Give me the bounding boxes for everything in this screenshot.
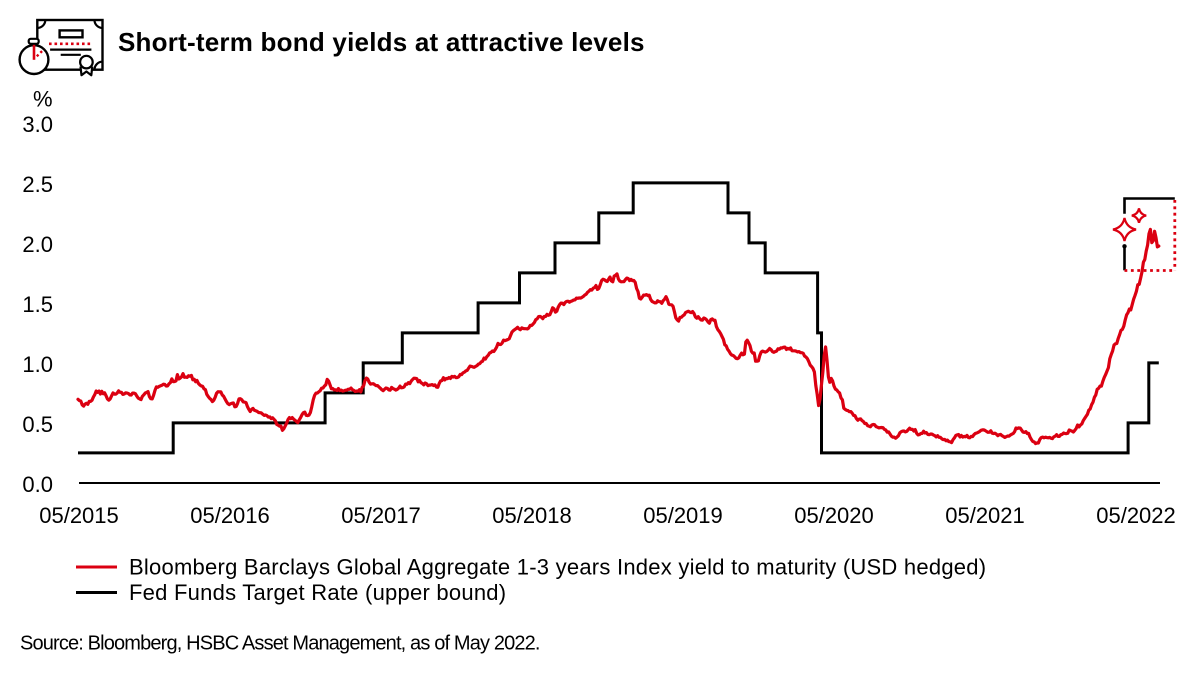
svg-text:1.0: 1.0 — [22, 352, 53, 377]
svg-text:Bloomberg Barclays Global Aggr: Bloomberg Barclays Global Aggregate 1-3 … — [129, 555, 986, 580]
svg-text:Short-term bond yields at attr: Short-term bond yields at attractive lev… — [118, 27, 645, 57]
svg-text:05/2016: 05/2016 — [190, 503, 270, 528]
svg-text:%: % — [33, 87, 53, 112]
svg-text:05/2020: 05/2020 — [794, 503, 874, 528]
svg-text:Source: Bloomberg, HSBC Asset: Source: Bloomberg, HSBC Asset Management… — [20, 633, 540, 655]
svg-text:1.5: 1.5 — [22, 292, 53, 317]
svg-text:05/2018: 05/2018 — [492, 503, 572, 528]
svg-text:05/2017: 05/2017 — [341, 503, 421, 528]
svg-text:Fed Funds Target Rate (upper b: Fed Funds Target Rate (upper bound) — [129, 580, 506, 605]
svg-text:2.5: 2.5 — [22, 172, 53, 197]
svg-text:3.0: 3.0 — [22, 112, 53, 137]
svg-text:2.0: 2.0 — [22, 232, 53, 257]
svg-text:05/2015: 05/2015 — [39, 503, 119, 528]
svg-text:0.5: 0.5 — [22, 412, 53, 437]
svg-text:0.0: 0.0 — [22, 472, 53, 497]
svg-text:05/2022: 05/2022 — [1096, 503, 1176, 528]
svg-text:05/2021: 05/2021 — [945, 503, 1025, 528]
svg-text:05/2019: 05/2019 — [643, 503, 723, 528]
